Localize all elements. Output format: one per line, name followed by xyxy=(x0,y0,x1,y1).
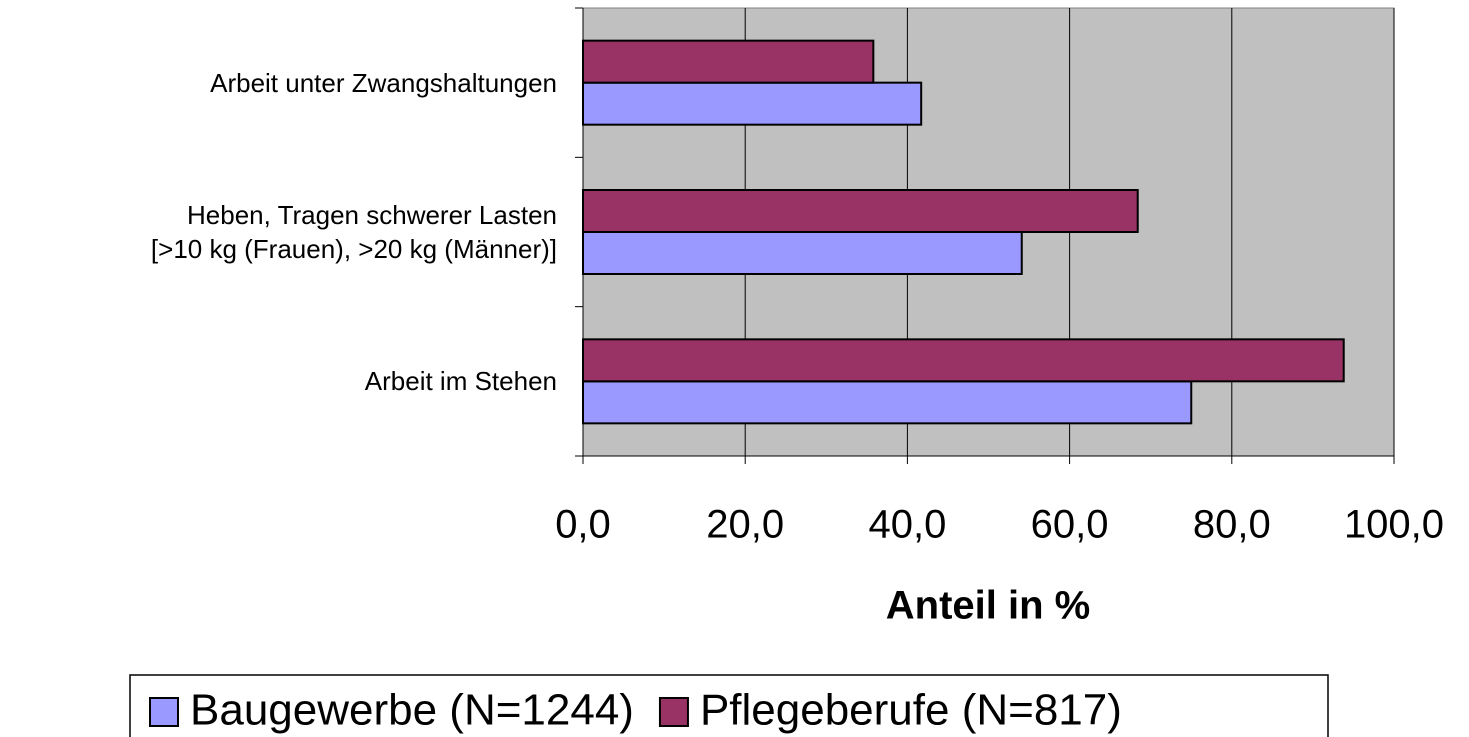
x-tick-label: 0,0 xyxy=(555,503,611,547)
legend-box xyxy=(129,674,1329,737)
x-axis-title: Anteil in % xyxy=(886,584,1090,628)
x-tick-label: 20,0 xyxy=(706,503,784,547)
x-tick-label: 80,0 xyxy=(1193,503,1271,547)
y-tick-label: Arbeit unter Zwangshaltungen xyxy=(210,67,557,98)
legend-label: Baugewerbe (N=1244) xyxy=(190,686,634,735)
bar xyxy=(582,380,1193,425)
bar xyxy=(582,338,1345,383)
bar xyxy=(582,231,1023,275)
x-tick-label: 40,0 xyxy=(868,503,946,547)
legend-label: Pflegeberufe (N=817) xyxy=(700,686,1122,735)
bar xyxy=(582,39,875,84)
y-tick-label: Arbeit im Stehen xyxy=(364,366,557,397)
bar xyxy=(582,81,923,126)
legend-swatch xyxy=(658,697,689,727)
x-tick-label: 100,0 xyxy=(1344,503,1444,547)
legend-swatch xyxy=(149,697,179,727)
x-tick-label: 60,0 xyxy=(1031,503,1109,547)
y-tick-label: Heben, Tragen schwerer Lasten [>10 kg (F… xyxy=(150,200,557,264)
bar xyxy=(582,189,1139,233)
